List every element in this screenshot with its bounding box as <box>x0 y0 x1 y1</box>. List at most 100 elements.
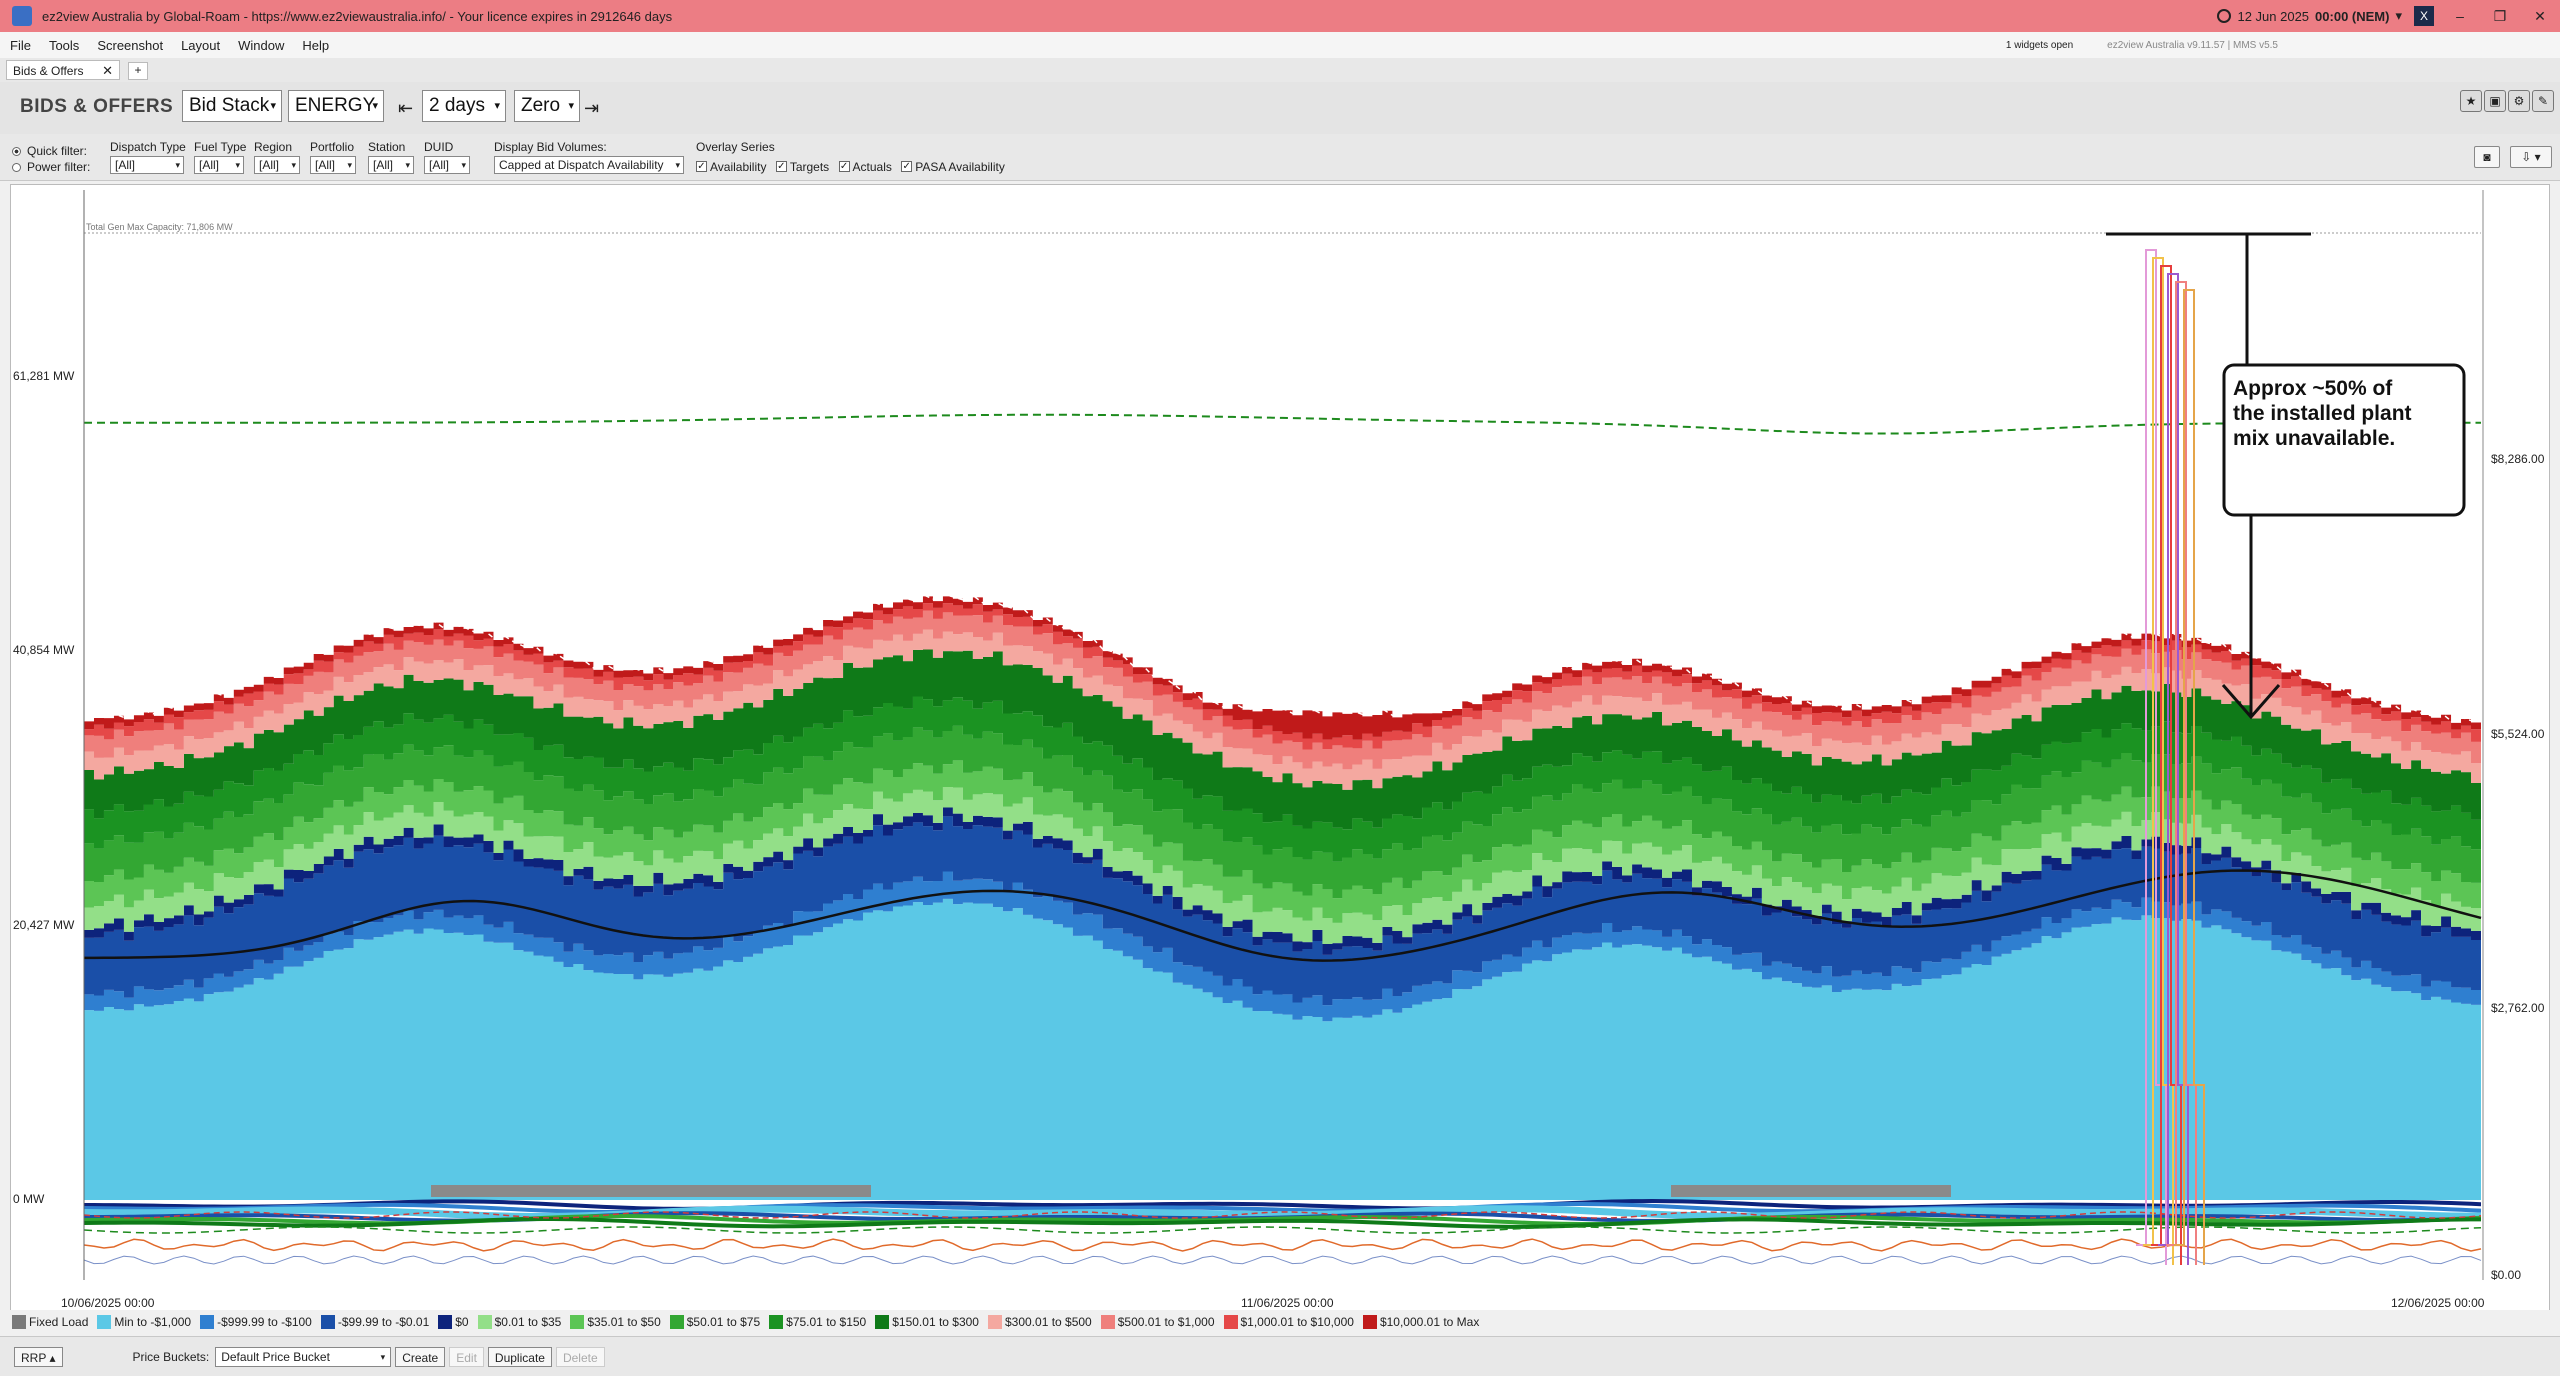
snapshot-icon[interactable]: ▣ <box>2484 90 2506 112</box>
close-tab-icon[interactable]: ✕ <box>102 63 113 78</box>
max-capacity-note: Total Gen Max Capacity: 71,806 MW <box>86 222 233 232</box>
band-area <box>84 610 2481 770</box>
market-clock[interactable]: 12 Jun 2025 00:00 (NEM) ▾ <box>2217 8 2402 24</box>
annotation-line-1: Approx ~50% of <box>2233 377 2393 400</box>
fuel-type-select[interactable]: [All] ▾ <box>194 156 244 174</box>
legend-label: $300.01 to $500 <box>1004 1315 1092 1329</box>
bid-volumes-select[interactable]: Capped at Dispatch Availability ▾ <box>494 156 684 174</box>
delete-button: Delete <box>555 1346 605 1367</box>
export-icon[interactable]: ⇩ ▾ <box>2510 146 2552 168</box>
step-forward-icon[interactable]: ⇥ <box>584 98 600 118</box>
legend-label: $500.01 to $1,000 <box>1117 1315 1215 1329</box>
legend-item: $300.01 to $500 <box>987 1315 1092 1329</box>
view-select[interactable]: Bid Stack ▾ <box>182 90 282 122</box>
rrp-button[interactable]: RRP ▴ <box>14 1346 63 1367</box>
legend-item: $500.01 to $1,000 <box>1100 1315 1215 1329</box>
close-window-button[interactable]: ✕ <box>2534 7 2546 24</box>
price-spike-line <box>2174 289 2205 1265</box>
restore-button[interactable]: ❐ <box>2493 7 2507 24</box>
filter-dispatch-type: Dispatch Type [All] ▾ <box>110 140 186 174</box>
widgets-open-count: 1 widgets open <box>2005 39 2074 51</box>
baseline-select[interactable]: Zero ▾ <box>514 90 580 122</box>
legend-swatch <box>669 1315 684 1329</box>
menu-tools[interactable]: Tools <box>48 37 80 53</box>
notes-icon[interactable]: ✎ <box>2532 90 2554 112</box>
legend-label: $0.01 to $35 <box>494 1315 562 1329</box>
power-filter-radio[interactable]: Power filter: <box>12 160 90 174</box>
select-value: Default Price Bucket <box>221 1349 330 1364</box>
bid-stack-chart: Total Gen Max Capacity: 71,806 MW 61,281… <box>10 184 2550 1314</box>
legend-swatch <box>570 1315 585 1329</box>
chevron-down-icon: ▾ <box>372 100 378 112</box>
pasa-availability-line <box>83 413 2482 435</box>
duplicate-button[interactable]: Duplicate <box>487 1346 552 1367</box>
portfolio-select[interactable]: [All] ▾ <box>310 156 356 174</box>
view-select-value: Bid Stack <box>189 95 270 116</box>
price-dashed-green <box>83 1226 2482 1234</box>
filter-bid-volumes: Display Bid Volumes: Capped at Dispatch … <box>494 140 684 174</box>
chevron-down-icon: ▾ <box>568 100 574 112</box>
price-line-blue <box>83 1255 2482 1265</box>
overlay-targets-checkbox[interactable]: ✓ Targets <box>775 159 830 174</box>
dispatch-type-select[interactable]: [All] ▾ <box>110 156 184 174</box>
annotation-line-2: the installed plant <box>2233 402 2412 425</box>
minimize-button[interactable]: – <box>2456 8 2464 24</box>
duration-select[interactable]: 2 days ▾ <box>422 90 506 122</box>
legend-label: $50.01 to $75 <box>686 1315 761 1329</box>
menu-help[interactable]: Help <box>302 37 330 53</box>
band-area <box>84 760 2481 923</box>
checkbox-label: Targets <box>789 159 830 174</box>
filter-region: Region [All] ▾ <box>254 140 300 174</box>
menu-window[interactable]: Window <box>238 37 285 53</box>
add-tab-button[interactable]: + <box>128 62 148 80</box>
tab-bids-offers[interactable]: Bids & Offers ✕ <box>6 60 120 80</box>
create-button[interactable]: Create <box>395 1346 446 1367</box>
chevron-down-icon: ▾ <box>494 100 500 112</box>
legend-swatch <box>1362 1315 1377 1329</box>
step-back-icon[interactable]: ⇤ <box>398 98 414 118</box>
x-tick-day3: 12/06/2025 00:00 <box>2391 1296 2485 1310</box>
legend-item: $0.01 to $35 <box>477 1315 562 1329</box>
select-value: [All] <box>115 158 136 172</box>
clock-time: 00:00 (NEM) <box>2315 8 2390 24</box>
bottom-bar: RRP ▴ Price Buckets: Default Price Bucke… <box>0 1336 2560 1376</box>
chevron-down-icon: ▾ <box>235 160 240 170</box>
legend-label: $1,000.01 to $10,000 <box>1240 1315 1354 1329</box>
legend-swatch <box>12 1315 26 1329</box>
overlay-actuals-checkbox[interactable]: ✓ Actuals <box>838 160 892 174</box>
price-buckets-label: Price Buckets: <box>132 1349 210 1364</box>
market-select[interactable]: ENERGY ▾ <box>288 90 384 122</box>
band-area <box>84 629 2481 790</box>
favourite-icon[interactable]: ★ <box>2460 90 2482 112</box>
overlay-availability-checkbox[interactable]: ✓ Availability <box>696 160 766 174</box>
region-select[interactable]: [All] ▾ <box>254 156 300 174</box>
menu-screenshot[interactable]: Screenshot <box>97 37 164 53</box>
overlay-pasa-checkbox[interactable]: ✓ PASA Availability <box>901 160 1005 174</box>
station-select[interactable]: [All] ▾ <box>368 156 414 174</box>
camera-icon[interactable]: ◙ <box>2474 146 2500 168</box>
tab-label: Bids & Offers <box>13 64 84 78</box>
filter-label: Region <box>254 140 293 154</box>
bid-stack-chart-svg: Total Gen Max Capacity: 71,806 MW 61,281… <box>13 190 2545 1310</box>
settings-icon[interactable]: ⚙ <box>2508 90 2530 112</box>
tab-bar: Bids & Offers ✕ + <box>0 58 2560 83</box>
duid-select[interactable]: [All] ▾ <box>424 156 470 174</box>
brand-x-icon[interactable]: X <box>2414 6 2434 26</box>
chevron-down-icon: ▾ <box>175 160 180 170</box>
select-value: Capped at Dispatch Availability <box>499 158 664 172</box>
price-line-orange <box>83 1238 2482 1252</box>
widget-title: BIDS & OFFERS <box>20 96 174 117</box>
chevron-down-icon: ▾ <box>461 160 466 170</box>
band-area <box>84 871 2481 1022</box>
app-logo-icon <box>12 6 32 26</box>
filter-fuel-type: Fuel Type [All] ▾ <box>194 140 246 174</box>
menu-file[interactable]: File <box>10 37 31 53</box>
price-bucket-select[interactable]: Default Price Bucket ▾ <box>215 1346 392 1367</box>
quick-filter-radio[interactable]: Quick filter: <box>12 144 87 158</box>
price-band-legend: Fixed Load Min to -$1,000 -$999.99 to -$10… <box>0 1310 2560 1334</box>
menu-layout[interactable]: Layout <box>181 37 221 53</box>
legend-swatch <box>477 1315 492 1329</box>
select-value: [All] <box>373 158 394 172</box>
version-label: ez2view Australia v9.11.57 | MMS v5.5 <box>2107 39 2278 51</box>
power-filter-label: Power filter: <box>27 160 91 174</box>
